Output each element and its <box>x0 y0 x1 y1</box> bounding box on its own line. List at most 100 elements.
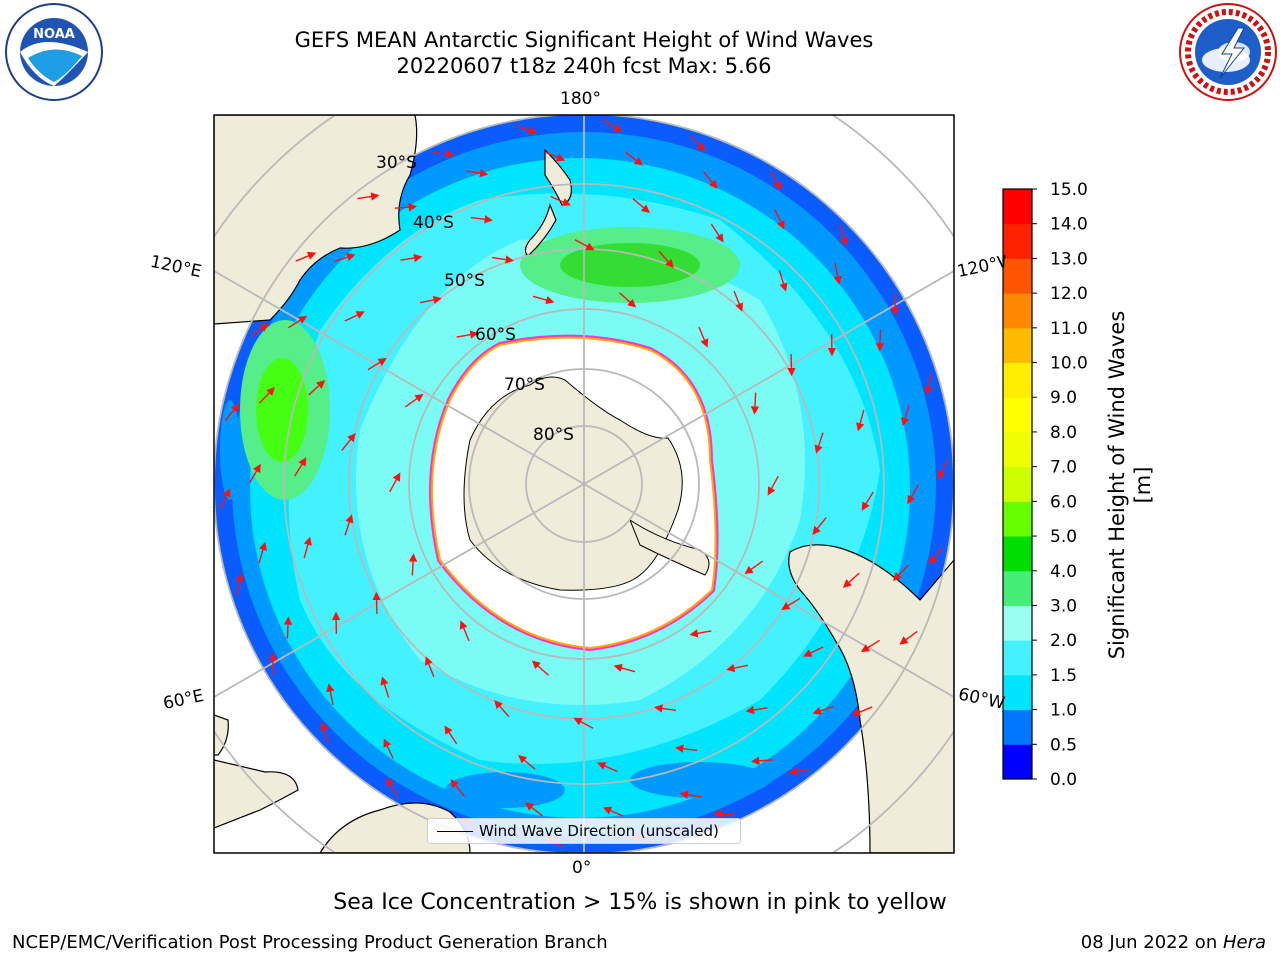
credit-right: 08 Jun 2022 on Hera <box>1081 932 1266 953</box>
antarctica <box>429 334 719 652</box>
wave-direction-arrow <box>357 192 380 201</box>
credit-date: 08 Jun 2022 on <box>1080 932 1223 953</box>
wave-direction-arrow <box>258 541 267 564</box>
chart-subtitle: 20220607 t18z 240h fcst Max: 5.66 <box>396 54 772 78</box>
wave-direction-arrow <box>283 616 293 639</box>
wave-direction-arrow <box>550 195 571 206</box>
colorbar-tick-label: 14.0 <box>1050 215 1088 235</box>
colorbar-segment <box>1003 501 1032 537</box>
wave-direction-arrow <box>224 403 240 422</box>
lat-label-60s: 60°S <box>475 325 516 345</box>
wave-direction-arrow <box>320 721 329 744</box>
wave-direction-arrow <box>833 262 842 285</box>
colorbar-tick-label: 4.0 <box>1050 562 1077 582</box>
chart-title: GEFS MEAN Antarctic Significant Height o… <box>294 28 874 52</box>
wave-direction-arrow <box>494 700 510 718</box>
colorbar-tick-label: 13.0 <box>1050 249 1088 269</box>
colorbar-tick-label: 2.0 <box>1050 631 1077 651</box>
wave-direction-arrow <box>860 639 880 653</box>
noaa-logo: NOAA <box>5 3 103 101</box>
wave-direction-arrow <box>491 255 514 264</box>
wave-direction-arrow <box>812 517 827 535</box>
wave-direction-arrow <box>689 134 706 152</box>
colorbar-tick-label: 15.0 <box>1050 180 1088 200</box>
wave-direction-arrow <box>890 293 900 316</box>
wave-direction-arrow <box>219 488 231 509</box>
wave-direction-arrow <box>308 380 326 396</box>
wave-direction-arrow <box>624 151 644 166</box>
map-frame <box>213 114 955 854</box>
wave-direction-arrow <box>405 393 424 408</box>
colorbar-segment <box>1003 258 1032 294</box>
colorbar-tick-label: 11.0 <box>1050 319 1088 339</box>
wave-direction-arrow <box>875 329 885 352</box>
wave-direction-arrow <box>424 656 435 678</box>
colorbar-tick-label: 7.0 <box>1050 458 1077 478</box>
wave-direction-arrow <box>769 170 782 191</box>
wave-direction-arrow <box>679 790 702 799</box>
south-america <box>788 544 954 853</box>
lat-label-70s: 70°S <box>504 375 545 395</box>
new-zealand-north <box>544 148 572 206</box>
wave-direction-arrow <box>901 404 910 427</box>
wave-direction-arrow <box>778 270 788 292</box>
nws-logo <box>1179 3 1277 101</box>
wave-direction-arrow <box>372 591 381 614</box>
credit-host: Hera <box>1222 932 1266 953</box>
wave-direction-arrow <box>698 326 709 348</box>
wave-direction-arrow <box>250 323 269 338</box>
lat-label-40s: 40°S <box>413 213 454 233</box>
wave-direction-arrow <box>419 295 442 304</box>
colorbar-tick-label: 1.0 <box>1050 701 1077 721</box>
colorbar-segment <box>1003 674 1032 711</box>
wave-direction-arrow <box>842 572 860 588</box>
wave-direction-arrow <box>288 315 308 329</box>
wave-direction-arrow <box>924 373 933 396</box>
lat-label-80s: 80°S <box>533 425 574 445</box>
wave-direction-arrow <box>389 472 401 493</box>
wave-direction-arrow <box>750 392 760 415</box>
wave-direction-arrow <box>248 463 261 484</box>
colorbar-segment <box>1003 293 1032 329</box>
colorbar-segment <box>1003 189 1032 225</box>
colorbar-label: Significant Height of Wind Waves [m] <box>1105 310 1155 660</box>
map-area <box>214 115 954 853</box>
wave-direction-arrow <box>814 432 824 454</box>
wave-direction-arrow <box>235 572 244 595</box>
colorbar-segment <box>1003 431 1032 468</box>
colorbar-tick-label: 0.0 <box>1050 770 1077 790</box>
australia <box>214 115 418 325</box>
wave-direction-arrow <box>893 564 909 581</box>
wave-direction-arrow <box>774 209 785 230</box>
colorbar-tick-label: 0.5 <box>1050 735 1077 755</box>
wave-direction-arrow <box>573 717 594 729</box>
wave-direction-arrow <box>408 553 418 576</box>
colorbar-segment <box>1003 709 1032 745</box>
africa <box>214 759 299 829</box>
wind-wave-arrows <box>219 119 949 849</box>
colorbar-tick-label: 12.0 <box>1050 284 1088 304</box>
wave-direction-arrow <box>658 250 674 268</box>
wave-direction-arrow <box>532 295 555 305</box>
wave-direction-arrow <box>632 198 650 213</box>
wave-direction-arrow <box>689 629 712 638</box>
wave-direction-arrow <box>602 806 624 817</box>
colorbar-segment <box>1003 640 1032 676</box>
wave-direction-arrow <box>702 171 718 189</box>
wave-direction-arrow <box>400 253 423 263</box>
new-zealand-south <box>524 203 557 257</box>
colorbar-tick-label: 1.5 <box>1050 666 1077 686</box>
wave-direction-arrow <box>444 725 458 745</box>
colorbar: 0.0 0.5 1.0 1.5 2.0 3.0 4.0 5.0 6.0 7.0 8.0 9.0 10.0… <box>1002 180 1088 790</box>
colorbar-tick-label: 9.0 <box>1050 388 1077 408</box>
wave-direction-arrow <box>654 704 677 713</box>
wave-direction-arrow <box>675 744 698 753</box>
wave-direction-arrow <box>344 311 365 322</box>
wave-direction-arrow <box>456 330 479 339</box>
wave-direction-arrow <box>383 738 394 759</box>
colorbar-segment <box>1003 466 1032 502</box>
wave-direction-arrow <box>386 777 399 798</box>
wave-direction-arrow <box>851 706 873 717</box>
wave-direction-arrow <box>334 253 356 263</box>
